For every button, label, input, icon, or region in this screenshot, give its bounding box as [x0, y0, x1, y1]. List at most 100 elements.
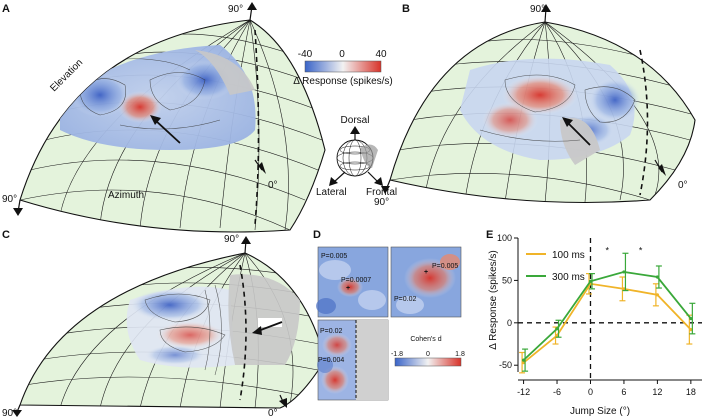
dorsal-arrowhead [350, 126, 360, 134]
panel-b-heatmap [460, 58, 641, 165]
panel-e-label: E [486, 229, 493, 241]
x-tick-label-5: 18 [686, 387, 696, 397]
y-tick-label-1: 0 [507, 318, 512, 328]
panel-d-pvalue-1: P=0.005 [321, 253, 347, 260]
panel-b-label: B [402, 3, 410, 15]
orientation-dorsal-label: Dorsal [341, 115, 370, 126]
panel-b-left-arrowhead [381, 186, 390, 194]
panel-d-colorbar-min: -1.8 [391, 351, 403, 358]
orientation-frontal-label: Frontal [366, 187, 397, 198]
panel-d-colorbar-mid: 0 [426, 351, 430, 358]
panel-d-map-1: + [316, 246, 389, 318]
panel-a-motion-arrow [154, 119, 181, 144]
panel-d-map-1-marker: + [346, 285, 350, 292]
panel-d-pvalue-2: P=0.0007 [341, 277, 371, 284]
frontal-axis [367, 171, 379, 183]
point-0-1 [555, 333, 559, 338]
panel-c-meridian [239, 264, 247, 401]
panel-c-top-arrowhead [241, 236, 251, 244]
panel-a-arrowhead [150, 115, 161, 125]
panel-e-plot: -50 0 50 100 -12 -6 0 6 12 18 * * 100 ms 300 ms [497, 233, 702, 397]
x-tick-label-3: 6 [621, 387, 626, 397]
panel-b-right-arrowhead [658, 164, 666, 176]
panel-d-colorbar-max: 1.8 [455, 351, 465, 358]
panel-d: D + + P=0.005 P=0.0007 P=0.005 P=0. [313, 229, 465, 401]
frontal-arrowhead [374, 177, 383, 186]
panel-c-label: C [2, 229, 10, 241]
panel-b-meridian [639, 49, 649, 196]
series-line-1 [522, 271, 692, 361]
main-colorbar-max: 40 [375, 49, 387, 60]
panel-a: A [2, 2, 326, 233]
panel-b-right-label: 0° [678, 180, 688, 191]
orientation-globe: Dorsal Lateral Frontal [316, 115, 397, 198]
sig-marker-1: * [639, 245, 643, 255]
lateral-arrowhead [329, 177, 338, 186]
globe-fly-shape [360, 144, 378, 168]
panel-b-top-label: 90° [530, 4, 545, 15]
x-tick-label-1: -6 [553, 387, 561, 397]
lateral-axis [333, 171, 346, 183]
panel-c: C [2, 229, 326, 419]
panel-c-left-label: 90° [2, 408, 17, 419]
point-1-1 [555, 327, 559, 331]
x-tick-label-4: 12 [652, 387, 662, 397]
y-tick-label-3: 100 [497, 233, 512, 243]
panel-a-top-arrowhead [247, 2, 257, 10]
x-tick-label-2: 0 [588, 387, 593, 397]
point-1-5 [689, 316, 693, 321]
point-1-3 [622, 270, 626, 274]
panel-d-pvalue-5: P=0.02 [320, 328, 342, 335]
point-0-5 [689, 327, 693, 332]
panel-e-xlabel: Jump Size (°) [570, 406, 630, 417]
panel-b-motion-arrow [566, 121, 591, 146]
panel-a-left-arrowhead [13, 208, 23, 216]
panel-a-heatmap [60, 45, 256, 150]
panel-b: B [374, 3, 696, 208]
panel-a-azimuth-label: Azimuth [108, 190, 144, 201]
panel-c-left-arrowhead [12, 410, 22, 417]
panel-d-map-2: + [390, 246, 462, 318]
main-colorbar-gradient [304, 60, 382, 73]
point-0-3 [622, 287, 626, 291]
panel-c-arrow-highlight [258, 318, 282, 327]
point-1-4 [655, 275, 659, 279]
y-tick-label-0: -50 [499, 360, 512, 370]
panel-d-pvalue-4: P=0.02 [394, 296, 416, 303]
legend-label-0: 100 ms [552, 250, 585, 261]
series-line-0 [523, 282, 692, 364]
panel-b-left-label: 90° [374, 197, 389, 208]
panel-c-arrowhead [252, 326, 262, 335]
point-1-0 [521, 358, 526, 362]
panel-d-map-2-marker: + [424, 269, 428, 276]
panel-a-meridian [254, 29, 260, 226]
orientation-lateral-label: Lateral [316, 187, 347, 198]
panel-d-map-3 [317, 319, 389, 401]
legend-label-1: 300 ms [552, 272, 585, 283]
panel-b-top-arrowhead [541, 4, 551, 12]
panel-a-right-label: 0° [268, 180, 278, 191]
panel-c-motion-arrow [257, 321, 283, 332]
panel-d-label: D [313, 229, 321, 241]
panel-d-colorbar-gradient [394, 357, 462, 367]
panel-a-left-label: 90° [2, 194, 17, 205]
panel-c-right-label: 0° [268, 408, 278, 419]
panel-a-top-label: 90° [228, 4, 243, 15]
point-0-4 [655, 293, 659, 297]
panel-c-heatmap [126, 274, 300, 376]
panel-d-colorbar-title: Cohen's d [410, 336, 441, 343]
panel-a-elevation-label: Elevation [48, 57, 85, 94]
panel-d-pvalue-3: P=0.005 [432, 263, 458, 270]
point-0-0 [521, 361, 526, 365]
panel-a-label: A [2, 3, 10, 15]
panel-c-right-arrowhead [279, 398, 287, 408]
main-colorbar-label: Δ Response (spikes/s) [293, 76, 393, 87]
panel-a-right-arrowhead [258, 162, 266, 174]
panel-e: E Δ Response (spikes/s) Jump Size (°) -5… [486, 229, 702, 417]
panel-e-ylabel: Δ Response (spikes/s) [488, 250, 499, 350]
panel-b-arrowhead [562, 117, 573, 127]
main-colorbar: -40 0 40 Δ Response (spikes/s) [293, 49, 393, 87]
panel-d-pvalue-6: P=0.004 [318, 357, 344, 364]
panel-d-colorbar: Cohen's d -1.8 0 1.8 [391, 336, 465, 367]
